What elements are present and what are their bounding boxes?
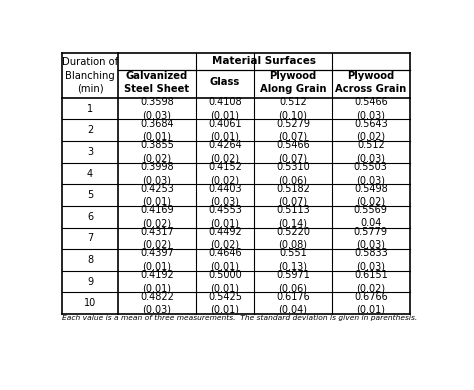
Text: 0.6176
(0.04): 0.6176 (0.04) bbox=[276, 292, 310, 315]
Text: 0.4646
(0.01): 0.4646 (0.01) bbox=[208, 248, 242, 271]
Text: 0.3855
(0.02): 0.3855 (0.02) bbox=[140, 140, 174, 163]
Text: 0.5466
(0.03): 0.5466 (0.03) bbox=[354, 97, 388, 120]
Text: 4: 4 bbox=[87, 168, 93, 179]
Text: 0.4317
(0.02): 0.4317 (0.02) bbox=[140, 227, 174, 250]
Text: 0.5466
(0.07): 0.5466 (0.07) bbox=[276, 140, 310, 163]
Text: 0.4397
(0.01): 0.4397 (0.01) bbox=[140, 248, 174, 271]
Text: 0.5833
(0.03): 0.5833 (0.03) bbox=[354, 248, 388, 271]
Text: 0.4169
(0.02): 0.4169 (0.02) bbox=[140, 205, 174, 229]
Text: 3: 3 bbox=[87, 147, 93, 157]
Text: 0.4492
(0.02): 0.4492 (0.02) bbox=[208, 227, 242, 250]
Text: 0.3684
(0.01): 0.3684 (0.01) bbox=[140, 119, 174, 142]
Text: 0.4108
(0.01): 0.4108 (0.01) bbox=[208, 97, 242, 120]
Text: Duration of
Blanching
(min): Duration of Blanching (min) bbox=[62, 57, 118, 94]
Text: Material Surfaces: Material Surfaces bbox=[212, 57, 316, 66]
Text: 6: 6 bbox=[87, 212, 93, 222]
Text: Each value is a mean of three measurements.  The standard deviation is given in : Each value is a mean of three measuremen… bbox=[62, 315, 418, 321]
Text: 0.5779
(0.03): 0.5779 (0.03) bbox=[354, 227, 388, 250]
Text: Glass: Glass bbox=[210, 77, 240, 87]
Text: 8: 8 bbox=[87, 255, 93, 265]
Text: Plywood
Across Grain: Plywood Across Grain bbox=[335, 71, 406, 94]
Text: 5: 5 bbox=[87, 190, 93, 200]
Text: 0.5000
(0.01): 0.5000 (0.01) bbox=[208, 270, 242, 293]
Text: 0.6151
(0.02): 0.6151 (0.02) bbox=[354, 270, 388, 293]
Text: 0.5113
(0.14): 0.5113 (0.14) bbox=[276, 205, 310, 229]
Text: 0.4061
(0.01): 0.4061 (0.01) bbox=[208, 119, 242, 142]
Text: 1: 1 bbox=[87, 104, 93, 113]
Text: 0.5643
(0.02): 0.5643 (0.02) bbox=[354, 119, 388, 142]
Text: 0.6766
(0.01): 0.6766 (0.01) bbox=[354, 292, 388, 315]
Text: 0.4152
(0.02): 0.4152 (0.02) bbox=[208, 162, 242, 185]
Text: 0.4403
(0.03): 0.4403 (0.03) bbox=[208, 184, 242, 207]
Text: 7: 7 bbox=[87, 233, 93, 243]
Text: 0.5498
(0.02): 0.5498 (0.02) bbox=[354, 184, 388, 207]
Text: 10: 10 bbox=[84, 298, 96, 308]
Text: 0.3598
(0.03): 0.3598 (0.03) bbox=[140, 97, 174, 120]
Text: 0.5279
(0.07): 0.5279 (0.07) bbox=[276, 119, 310, 142]
Text: 0.4264
(0.02): 0.4264 (0.02) bbox=[208, 140, 242, 163]
Text: 0.4822
(0.03): 0.4822 (0.03) bbox=[140, 292, 174, 315]
Text: Galvanized
Steel Sheet: Galvanized Steel Sheet bbox=[124, 71, 190, 94]
Text: 0.4553
(0.01): 0.4553 (0.01) bbox=[208, 205, 242, 229]
Text: 0.512
(0.10): 0.512 (0.10) bbox=[278, 97, 307, 120]
Text: 0.5425
(0.01): 0.5425 (0.01) bbox=[208, 292, 242, 315]
Text: 0.4192
(0.01): 0.4192 (0.01) bbox=[140, 270, 174, 293]
Text: 2: 2 bbox=[87, 125, 93, 135]
Text: 0.5182
(0.07): 0.5182 (0.07) bbox=[276, 184, 310, 207]
Text: 0.5503
(0.03): 0.5503 (0.03) bbox=[354, 162, 388, 185]
Text: 0.5971
(0.06): 0.5971 (0.06) bbox=[276, 270, 310, 293]
Text: 0.5220
(0.08): 0.5220 (0.08) bbox=[276, 227, 310, 250]
Text: 0.3998
(0.03): 0.3998 (0.03) bbox=[140, 162, 174, 185]
Text: 0.4253
(0.01): 0.4253 (0.01) bbox=[140, 184, 174, 207]
Text: 0.5310
(0.06): 0.5310 (0.06) bbox=[276, 162, 310, 185]
Text: 0.512
(0.03): 0.512 (0.03) bbox=[356, 140, 385, 163]
Text: Plywood
Along Grain: Plywood Along Grain bbox=[260, 71, 326, 94]
Text: 0.5569
0.04: 0.5569 0.04 bbox=[354, 205, 388, 229]
Text: 9: 9 bbox=[87, 277, 93, 287]
Text: 0.551
(0.13): 0.551 (0.13) bbox=[278, 248, 307, 271]
